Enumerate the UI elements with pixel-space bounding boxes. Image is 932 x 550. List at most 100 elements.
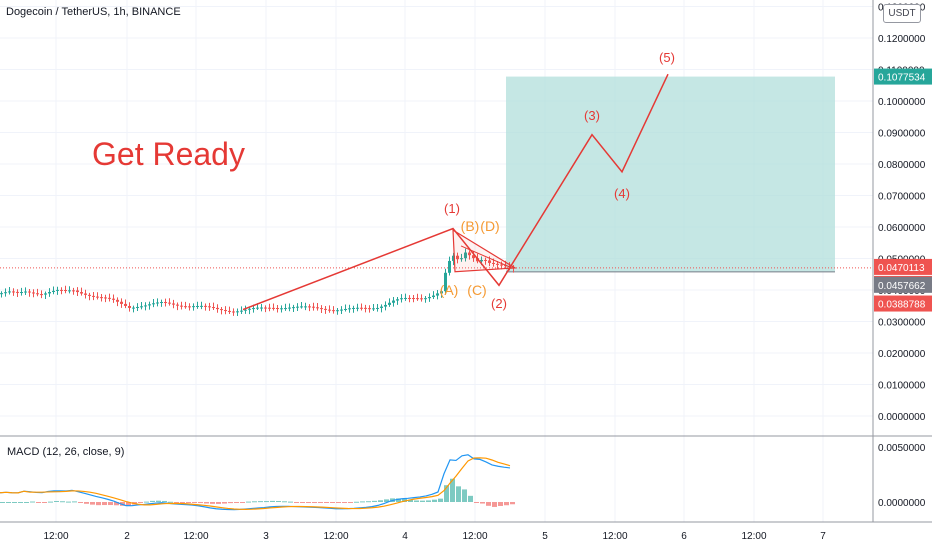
wave-label-w4: (4)	[614, 186, 630, 201]
macd-histogram-bar	[342, 502, 347, 503]
macd-histogram-bar	[240, 502, 245, 503]
macd-histogram-bar	[144, 501, 149, 503]
macd-histogram-bar	[426, 500, 431, 502]
time-tick-label: 4	[402, 531, 408, 542]
price-badge-last	[874, 258, 932, 275]
candle-body	[300, 306, 303, 308]
candle-body	[40, 294, 43, 296]
candle-body	[80, 292, 83, 294]
price-tick-label: 0.0100000	[878, 381, 926, 392]
macd-histogram-bar	[456, 486, 461, 502]
macd-histogram-bar	[90, 502, 95, 505]
candle-body	[288, 307, 291, 309]
price-tick-label: 0.0700000	[878, 192, 926, 203]
candle-body	[292, 307, 295, 309]
candle-body	[188, 306, 191, 308]
triangle-inner-line	[460, 245, 513, 269]
candle-body	[156, 302, 159, 304]
candle-body	[164, 302, 167, 304]
signal-line	[0, 457, 511, 510]
candle-body	[432, 295, 435, 298]
wave-label-wD: (D)	[480, 218, 499, 234]
candle-body	[408, 297, 411, 299]
candle-body	[208, 306, 211, 308]
candle-body	[84, 293, 87, 295]
macd-histogram-bar	[156, 500, 161, 502]
candle-body	[416, 298, 419, 300]
macd-histogram-bar	[480, 502, 485, 504]
macd-histogram-bar	[30, 501, 35, 503]
candle-body	[56, 289, 59, 291]
macd-histogram-bar	[396, 498, 401, 502]
macd-pane	[0, 454, 515, 511]
macd-histogram-bar	[96, 502, 101, 506]
macd-tick-label: 0.0050000	[878, 443, 926, 454]
macd-histogram-bar	[300, 502, 305, 503]
symbol-title: Dogecoin / TetherUS, 1h, BINANCE	[6, 6, 181, 18]
macd-histogram-bar	[78, 502, 83, 503]
macd-histogram-bar	[378, 500, 383, 502]
candle-body	[320, 308, 323, 310]
candle-body	[332, 310, 335, 312]
candle-body	[492, 262, 495, 264]
candle-body	[336, 310, 339, 312]
candle-body	[348, 308, 351, 310]
macd-histogram-bar	[150, 500, 155, 502]
macd-histogram-bar	[174, 502, 179, 503]
macd-histogram-bar	[354, 501, 359, 503]
macd-histogram-bar	[450, 478, 455, 502]
candle-body	[264, 307, 267, 309]
candle-body	[104, 297, 107, 299]
wave-label-wA: (A)	[440, 282, 459, 298]
candle-body	[376, 307, 379, 309]
candle-body	[132, 307, 135, 309]
candle-body	[152, 303, 155, 305]
candle-body	[360, 307, 363, 309]
wave-label-wB: (B)	[461, 218, 480, 234]
price-tick-label: 0.1200000	[878, 34, 926, 45]
macd-histogram-bar	[198, 502, 203, 504]
macd-histogram-bar	[324, 502, 329, 503]
candle-body	[464, 252, 467, 259]
macd-histogram-bar	[66, 501, 71, 503]
candle-body	[224, 310, 227, 312]
macd-histogram-bar	[24, 502, 29, 503]
candle-body	[440, 291, 443, 294]
macd-histogram-bar	[408, 499, 413, 502]
candle-body	[372, 308, 375, 310]
macd-histogram-bar	[180, 502, 185, 503]
macd-histogram-bar	[504, 502, 509, 506]
candle-body	[184, 306, 187, 308]
price-tick-label: 0.0300000	[878, 318, 926, 329]
macd-tick-label: 0.0000000	[878, 498, 926, 509]
time-tick-label: 12:00	[462, 531, 487, 542]
candle-body	[460, 258, 463, 260]
macd-histogram-bar	[12, 502, 17, 503]
candle-body	[308, 306, 311, 308]
macd-histogram-bar	[348, 502, 353, 503]
candle-body	[256, 307, 259, 309]
candle-body	[304, 306, 307, 308]
candle-body	[228, 310, 231, 312]
macd-histogram-bar	[282, 501, 287, 503]
macd-histogram-bar	[486, 502, 491, 506]
candle-body	[244, 309, 247, 311]
candle-body	[388, 302, 391, 305]
candle-body	[260, 307, 263, 309]
time-tick-label: 12:00	[323, 531, 348, 542]
macd-histogram-bar	[438, 498, 443, 502]
headline-annotation[interactable]: Get Ready	[92, 136, 245, 172]
candle-body	[116, 299, 119, 302]
candle-body	[48, 291, 51, 294]
currency-button[interactable]: USDT	[883, 4, 921, 23]
macd-histogram-bar	[84, 502, 89, 504]
candle-body	[276, 308, 279, 310]
macd-histogram-bar	[258, 501, 263, 503]
time-tick-label: 6	[681, 531, 687, 542]
macd-indicator-label[interactable]: MACD (12, 26, close, 9)	[7, 446, 125, 458]
macd-histogram-bar	[114, 502, 119, 506]
time-tick-label: 2	[124, 531, 130, 542]
macd-histogram-bar	[60, 501, 65, 503]
price-tick-label: 0.0900000	[878, 129, 926, 140]
